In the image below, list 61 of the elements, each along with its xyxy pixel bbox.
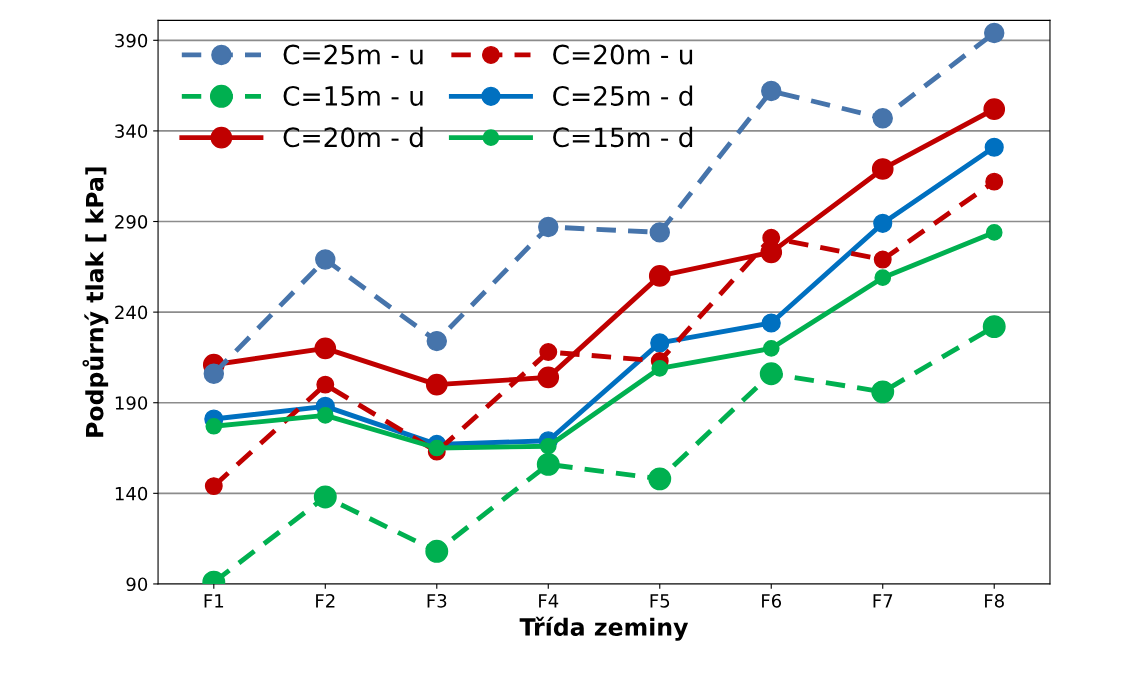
point: [873, 250, 892, 269]
x-tick-label: F6: [762, 593, 782, 608]
x-tick-label: F5: [650, 594, 670, 608]
point: [984, 137, 1004, 157]
legend-label: C=25m - d: [553, 85, 693, 106]
y-tick-label: 290: [115, 214, 148, 229]
y-axis-title: Podpůrný tlak [ kPa]: [82, 167, 109, 437]
point: [648, 265, 671, 287]
point: [316, 375, 335, 394]
legend-label: C=20m - d: [283, 126, 423, 148]
point: [985, 224, 1003, 241]
legend-label: C=20m - u: [553, 44, 693, 65]
point: [873, 213, 893, 233]
point: [648, 467, 672, 491]
legend-label: C=25m - u: [283, 44, 423, 65]
x-axis-title: Třída zeminy: [519, 616, 689, 641]
point: [759, 362, 783, 386]
x-tick-label: F1: [204, 594, 224, 608]
point: [874, 269, 892, 287]
point: [762, 340, 780, 357]
point: [651, 359, 669, 377]
point: [425, 539, 449, 563]
point: [872, 108, 893, 129]
point: [204, 477, 223, 496]
y-tick-label: 90: [126, 577, 148, 592]
point: [650, 333, 670, 353]
y-tick-label: 140: [115, 486, 148, 501]
point: [313, 485, 337, 509]
legend-label: C=15m - d: [553, 126, 693, 148]
point: [426, 330, 447, 352]
point: [983, 98, 1006, 120]
point: [205, 417, 223, 435]
x-tick-label: F3: [427, 593, 447, 608]
point: [316, 407, 334, 424]
legend-label: C=15m - u: [283, 85, 423, 106]
point: [315, 249, 336, 270]
y-tick-label: 190: [115, 396, 148, 410]
y-tick-label: 240: [115, 305, 148, 320]
point: [649, 222, 670, 243]
point: [314, 337, 337, 360]
point: [203, 363, 225, 384]
point: [761, 80, 782, 102]
point: [425, 373, 448, 396]
point: [536, 452, 560, 476]
x-tick-label: F7: [873, 594, 893, 608]
point: [428, 439, 446, 457]
point: [539, 437, 557, 455]
point: [871, 380, 895, 404]
point: [982, 315, 1006, 339]
x-tick-label: F2: [316, 593, 335, 608]
point: [539, 343, 558, 361]
point: [985, 172, 1004, 191]
point: [537, 366, 560, 389]
point: [538, 216, 559, 238]
point: [984, 22, 1005, 44]
x-tick-label: F8: [985, 593, 1004, 608]
x-tick-label: F4: [539, 594, 559, 608]
point: [871, 158, 894, 180]
y-tick-label: 390: [115, 33, 148, 48]
point: [761, 313, 781, 333]
y-tick-label: 340: [115, 124, 148, 139]
